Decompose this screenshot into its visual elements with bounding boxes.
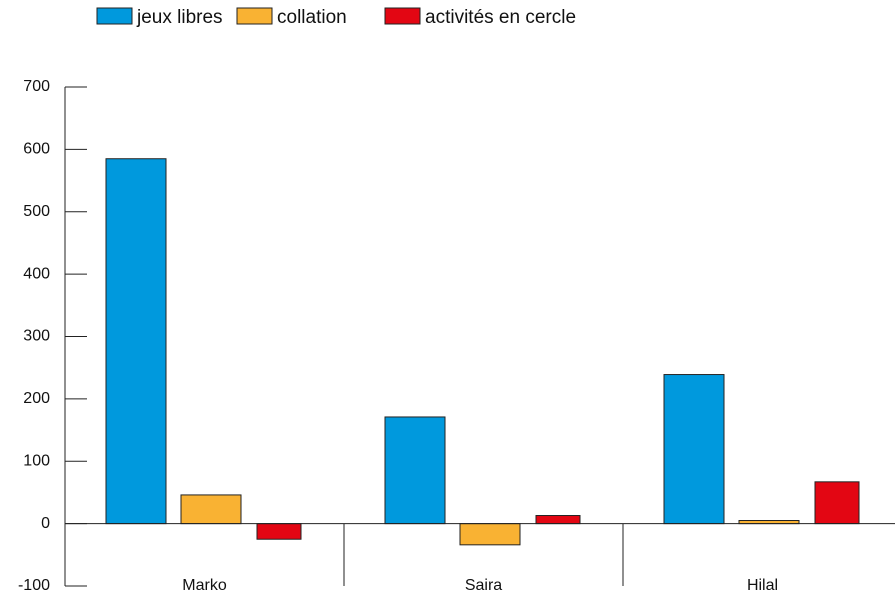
bar — [814, 481, 860, 525]
y-tick-label: 300 — [23, 328, 50, 345]
bar — [535, 515, 581, 525]
y-tick-label: 400 — [23, 265, 50, 282]
legend-label: activités en cercle — [425, 7, 576, 28]
legend-swatch — [384, 7, 421, 25]
x-tick-label: Hilal — [747, 577, 778, 594]
legend-label: collation — [277, 7, 347, 28]
y-tick-label: 600 — [23, 141, 50, 158]
y-tick-label: 200 — [23, 390, 50, 407]
bar — [459, 523, 521, 546]
x-tick-label: Saira — [465, 577, 502, 594]
y-tick-label: -100 — [18, 577, 50, 594]
y-tick-label: 500 — [23, 203, 50, 220]
legend-label: jeux libres — [136, 7, 223, 28]
bar — [180, 494, 242, 525]
legend-swatch — [236, 7, 273, 25]
bar — [384, 416, 446, 525]
x-tick-label: Marko — [182, 577, 227, 594]
bar — [663, 374, 725, 525]
bar — [105, 158, 167, 525]
bar — [256, 523, 302, 540]
y-tick-label: 700 — [23, 78, 50, 95]
legend-swatch — [96, 7, 133, 25]
y-tick-label: 0 — [41, 515, 50, 532]
y-tick-label: 100 — [23, 452, 50, 469]
